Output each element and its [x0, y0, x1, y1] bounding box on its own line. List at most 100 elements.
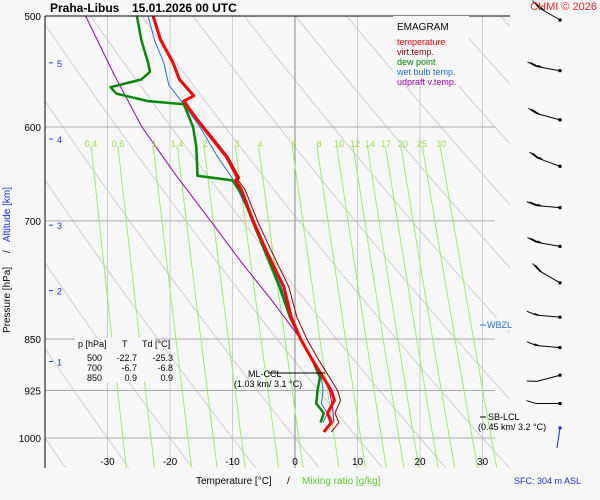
- barb-station-dot: [558, 206, 562, 210]
- wind-barb: [526, 400, 562, 406]
- mixing-ratio-label: 0.4: [85, 139, 98, 149]
- series-layer: [85, 16, 342, 433]
- dry-adiabat: [543, 0, 600, 468]
- copyright: CHMI © 2026: [530, 1, 597, 13]
- barb-feather: [537, 203, 543, 207]
- wbzl-label: WBZL: [487, 320, 512, 330]
- pressure-tick-label: 925: [24, 387, 41, 398]
- x-axis-label-mixing: Mixing ratio [g/kg]: [302, 476, 381, 487]
- barb-staff: [536, 66, 561, 72]
- altitude-tick-label: 3: [57, 221, 62, 231]
- barb-station-dot: [558, 402, 562, 406]
- table-cell: -6.7: [121, 363, 137, 373]
- barb-feather: [537, 240, 543, 244]
- dry-adiabat: [141, 16, 510, 468]
- mixing-ratio-label: 30: [436, 139, 446, 149]
- barb-staff: [536, 314, 561, 318]
- station-name: Praha-Libus: [50, 1, 120, 15]
- pressure-tick-label: 700: [24, 217, 41, 228]
- barb-station-dot: [558, 281, 562, 285]
- barb-feather: [538, 156, 544, 161]
- mixing-ratio-label: 10: [334, 139, 344, 149]
- dry-adiabat: [397, 16, 510, 145]
- barb-station-dot: [558, 244, 562, 248]
- mixing-ratio-line: [117, 146, 155, 468]
- barb-feather: [529, 151, 538, 159]
- table-cell: 850: [87, 373, 102, 383]
- wind-barb: [532, 0, 562, 22]
- barb-feather: [530, 62, 540, 68]
- wind-barb: [526, 201, 562, 210]
- mixing-ratio-line: [367, 146, 420, 468]
- legend-box: [393, 16, 469, 86]
- mixing-ratio-line: [234, 146, 280, 468]
- ml-ccl-detail: (1.03 km/ 3.1 °C): [234, 379, 302, 389]
- pressure-tick-label: 1000: [19, 434, 42, 445]
- barb-feather: [526, 310, 537, 316]
- barb-staff: [538, 270, 561, 284]
- barb-station-dot: [558, 164, 562, 168]
- table-cell: -25.3: [152, 353, 173, 363]
- barb-feather: [537, 64, 543, 69]
- barb-station-dot: [558, 18, 562, 22]
- dry-adiabat: [448, 16, 510, 85]
- mixing-ratio-line: [203, 146, 246, 468]
- barb-feather: [534, 264, 543, 273]
- temperature-tick-label: -30: [100, 457, 115, 468]
- table-row: 700 -6.7 -6.8: [87, 363, 173, 373]
- barb-feather: [532, 263, 540, 272]
- mixing-ratio-label: 6: [291, 139, 296, 149]
- table-cell: -6.8: [157, 363, 173, 373]
- grid-layer: [45, 0, 600, 468]
- barb-staff: [536, 205, 561, 209]
- mixing-ratio-label: 1: [151, 139, 156, 149]
- barb-feather: [534, 312, 540, 316]
- mixing-ratio-label: 12: [350, 139, 360, 149]
- dry-adiabat: [45, 23, 383, 468]
- series-temperature: [151, 16, 336, 433]
- barb-staff: [536, 241, 561, 247]
- barb-feather: [530, 237, 540, 244]
- mixing-ratio-label: 8: [316, 139, 321, 149]
- sb-lcl-detail: (0.45 km/ 3.2 °C): [478, 422, 546, 432]
- dry-adiabat: [89, 16, 447, 468]
- wbzl-bg: [485, 318, 523, 330]
- legend-wet-bulb: wet bulb temp.: [396, 67, 456, 77]
- barb-feather: [532, 152, 541, 160]
- chart-datetime: 15.01.2026 00 UTC: [132, 1, 237, 15]
- table-cell: 0.9: [124, 373, 137, 383]
- surface-wind: [556, 427, 561, 448]
- wind-barb: [527, 237, 562, 248]
- mixing-ratio-label: 1.4: [171, 139, 184, 149]
- wind-barb: [526, 373, 562, 382]
- wind-barbs: [526, 0, 562, 448]
- mixing-ratio-line: [400, 146, 456, 468]
- mixing-ratio-line: [258, 146, 304, 468]
- barb-staff: [536, 113, 561, 121]
- mixing-ratio-line: [176, 146, 218, 468]
- pressure-tick-label: 850: [24, 335, 41, 346]
- mixing-ratio-line: [152, 146, 193, 468]
- y-axis-label: Pressure [hPa]: [2, 267, 13, 333]
- table-cell: 0.9: [160, 373, 173, 383]
- legend-title: EMAGRAM: [397, 22, 449, 33]
- mixing-ratio-label: 20: [398, 139, 408, 149]
- dry-adiabat: [45, 179, 256, 468]
- barb-feather: [534, 343, 540, 347]
- dry-adiabat: [192, 16, 510, 401]
- barb-feather: [527, 237, 537, 243]
- barb-feather: [532, 0, 540, 9]
- dry-adiabat: [243, 16, 510, 334]
- mixing-ratio-line: [439, 146, 498, 468]
- wind-barb: [526, 341, 562, 350]
- table-cell: 700: [87, 363, 102, 373]
- barb-station-dot: [558, 315, 562, 319]
- mixing-ratio-label: 25: [417, 139, 427, 149]
- y-axis-separator: /: [2, 250, 13, 253]
- dry-adiabat: [45, 347, 130, 468]
- temperature-tick-label: 0: [292, 457, 298, 468]
- table-header-p: p [hPa]: [78, 339, 107, 349]
- table-cell: -22.7: [116, 353, 137, 363]
- dry-adiabat: [494, 0, 600, 468]
